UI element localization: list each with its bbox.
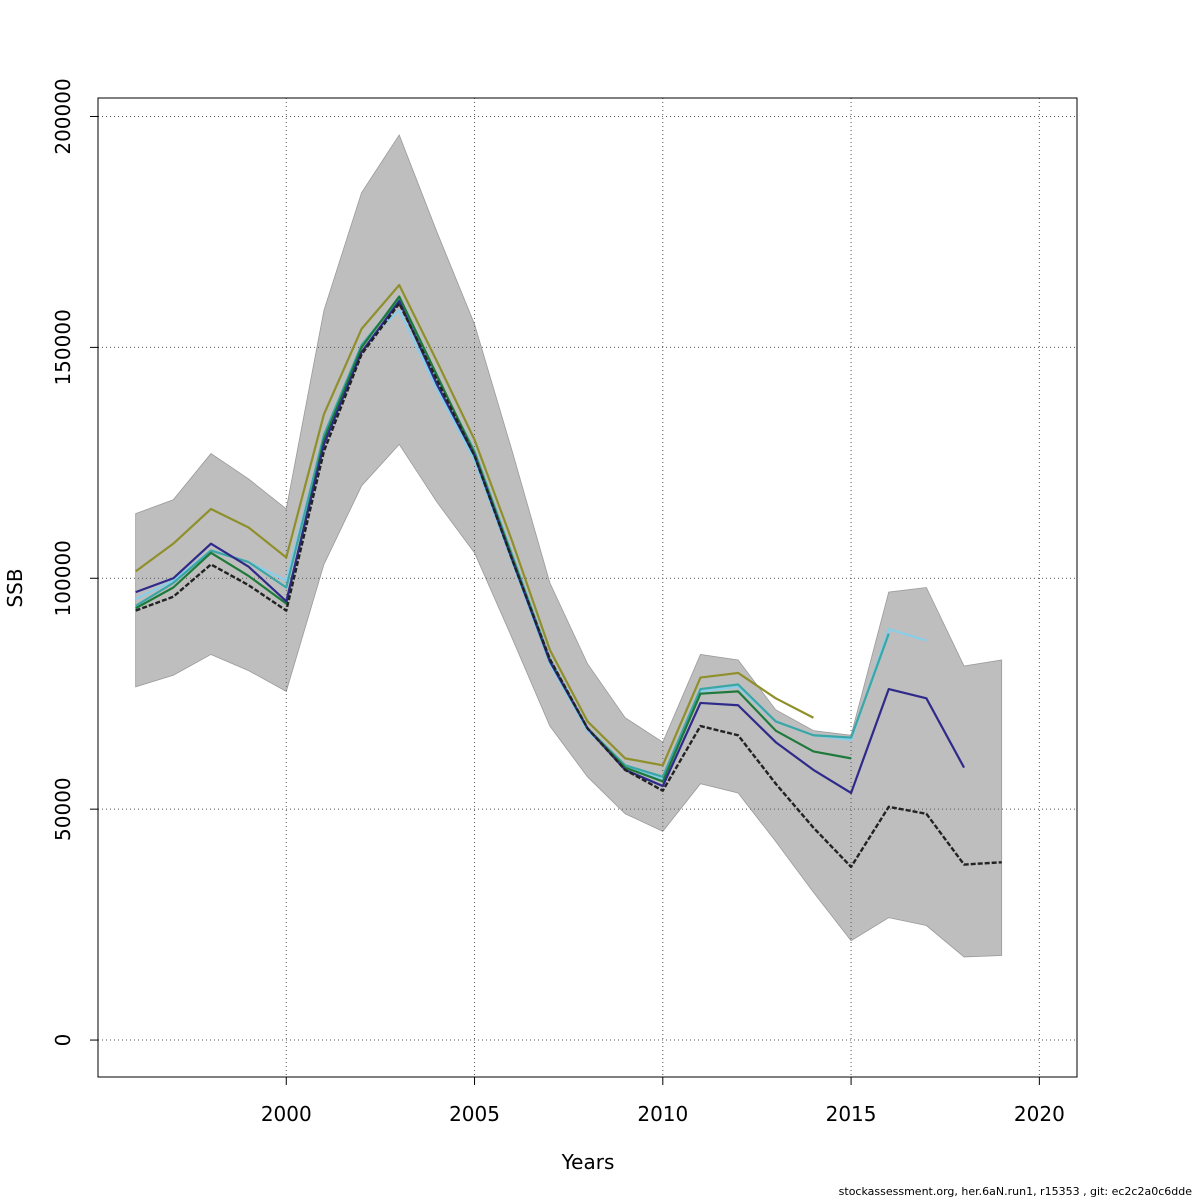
series-run-black bbox=[135, 302, 1002, 869]
x-tick-label-2000: 2000 bbox=[261, 1102, 312, 1126]
confidence-band-layer bbox=[135, 134, 1003, 958]
x-tick-label-2015: 2015 bbox=[826, 1102, 877, 1126]
x-axis-title: Years bbox=[561, 1150, 615, 1174]
y-tick-label-100000: 100000 bbox=[51, 540, 75, 616]
axis-layer: 2000 2005 2010 2015 2020 0 50000 100000 150000 20… bbox=[51, 78, 1065, 1126]
footer-note: stockassessment.org, her.6aN.run1, r1535… bbox=[838, 1185, 1192, 1198]
series-run-olive bbox=[135, 283, 814, 767]
plot-frame bbox=[97, 97, 1078, 1078]
y-axis-title: SSB bbox=[3, 568, 27, 607]
x-tick-label-2005: 2005 bbox=[449, 1102, 500, 1126]
y-tick-label-150000: 150000 bbox=[51, 309, 75, 385]
x-tick-label-2010: 2010 bbox=[637, 1102, 688, 1126]
y-tick-label-0: 0 bbox=[51, 1034, 75, 1047]
y-tick-label-200000: 200000 bbox=[51, 78, 75, 154]
series-layer bbox=[135, 283, 1002, 869]
x-tick-label-2020: 2020 bbox=[1014, 1102, 1065, 1126]
y-tick-label-50000: 50000 bbox=[51, 777, 75, 841]
confidence-band bbox=[135, 134, 1003, 958]
